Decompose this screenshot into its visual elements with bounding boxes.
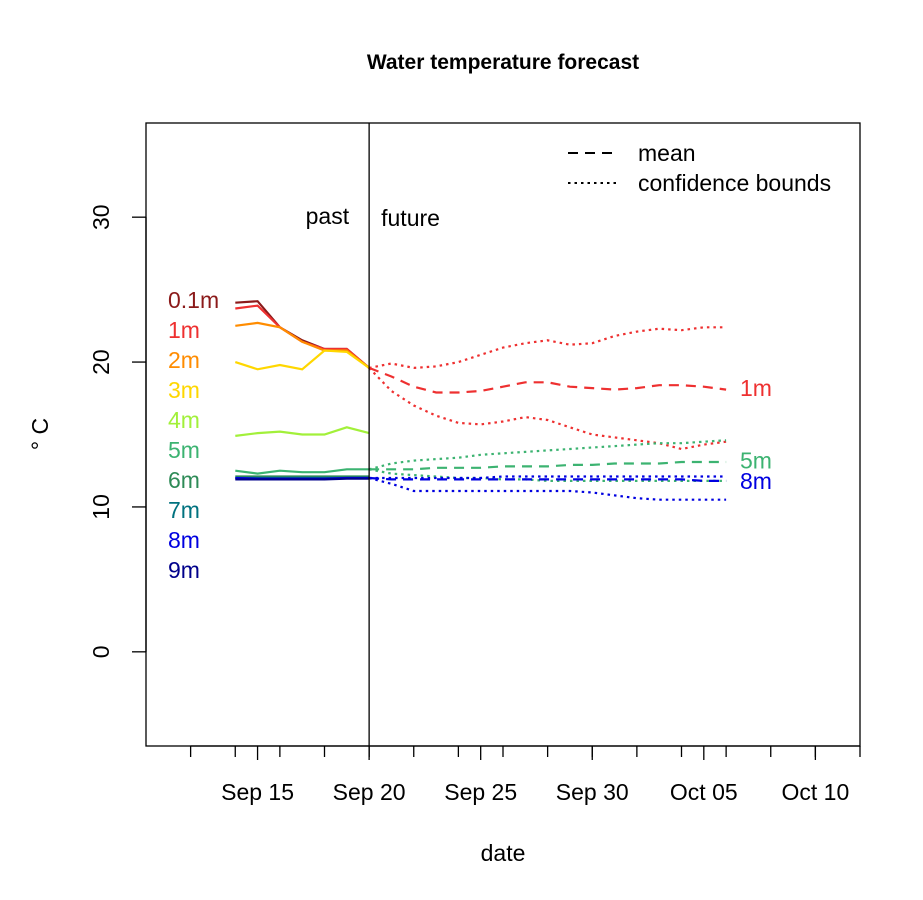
forecast-upper-1m <box>368 326 727 370</box>
depth-label-4m: 4m <box>168 407 200 433</box>
forecast-upper-5m <box>368 439 727 471</box>
forecast-lower-8m <box>368 476 727 501</box>
y-tick-label: 10 <box>88 494 114 520</box>
series-line-2m <box>235 321 370 369</box>
end-label-5m: 5m <box>740 448 772 474</box>
series-line-0-1m <box>235 300 370 369</box>
depth-labels: 0.1m 1m 2m 3m 4m 5m 6m 7m 8m 9m <box>168 287 219 583</box>
past-label: past <box>306 203 350 229</box>
depth-label-1m: 1m <box>168 317 200 343</box>
x-tick-label: Oct 05 <box>670 779 738 805</box>
forecast-lower-1m <box>368 367 727 451</box>
depth-label-6m: 6m <box>168 467 200 493</box>
future-label: future <box>381 205 440 231</box>
legend-confidence-label: confidence bounds <box>638 170 831 196</box>
depth-label-0-1m: 0.1m <box>168 287 219 313</box>
y-tick-label: 0 <box>88 645 114 658</box>
series-line-5m <box>235 468 370 475</box>
x-tick-label: Sep 25 <box>444 779 517 805</box>
series-line-9m <box>235 477 370 481</box>
forecast-mean-8m <box>369 476 727 482</box>
y-tick-label: 20 <box>88 349 114 375</box>
y-tick-label: 30 <box>88 204 114 230</box>
chart-title: Water temperature forecast <box>367 51 639 74</box>
y-axis: 0 10 20 30 <box>88 204 147 658</box>
depth-label-8m: 8m <box>168 527 200 553</box>
x-tick-label: Sep 20 <box>333 779 406 805</box>
end-label-8m: 8m <box>740 468 772 494</box>
series-line-4m <box>235 426 370 437</box>
x-tick-label: Sep 30 <box>556 779 629 805</box>
forecast-mean-5m <box>369 460 727 471</box>
x-axis: Sep 15 Sep 20 Sep 25 Sep 30 Oct 05 Oct 10 <box>189 745 861 805</box>
depth-label-3m: 3m <box>168 377 200 403</box>
depth-label-9m: 9m <box>168 557 200 583</box>
x-axis-label: date <box>481 840 526 866</box>
forecast-upper-8m <box>369 475 727 480</box>
data-layer <box>234 300 727 501</box>
x-tick-label: Sep 15 <box>221 779 294 805</box>
y-axis-label: ° C <box>27 418 53 450</box>
series-line-3m <box>234 349 370 371</box>
depth-label-5m: 5m <box>168 437 200 463</box>
legend: mean confidence bounds <box>568 140 831 196</box>
legend-mean-label: mean <box>638 140 696 166</box>
forecast-lower-5m <box>368 468 727 482</box>
series-line-1m <box>235 304 370 369</box>
end-label-1m: 1m <box>740 375 772 401</box>
depth-label-2m: 2m <box>168 347 200 373</box>
forecast-mean-1m <box>368 366 727 394</box>
x-tick-label: Oct 10 <box>781 779 849 805</box>
depth-label-7m: 7m <box>168 497 200 523</box>
